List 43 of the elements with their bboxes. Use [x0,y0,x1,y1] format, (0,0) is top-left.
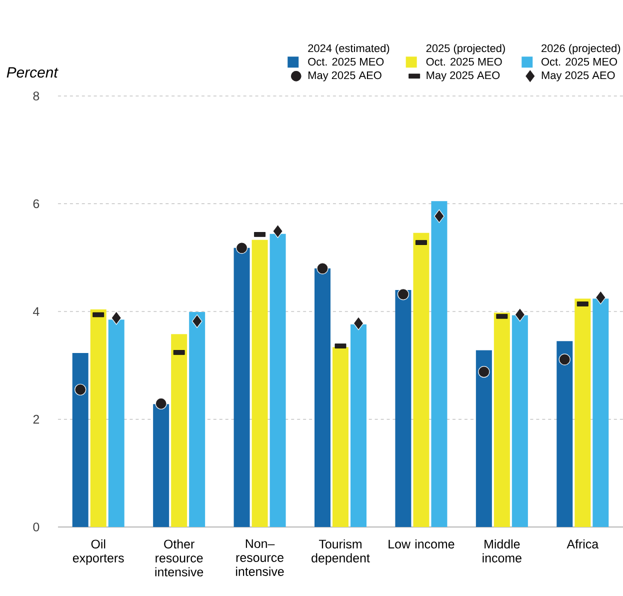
legend-label: May 2025 AEO [308,71,382,82]
bar [332,347,349,527]
bar [350,324,367,527]
x-tick-label: Other resource intensive [155,539,204,576]
x-tick-label: Oil exporters [72,539,124,565]
bar [189,312,206,527]
bar [90,309,106,527]
text: 2024 (estimated) [308,44,390,54]
bar [314,268,331,527]
y-tick-label: 8 [33,92,40,100]
legend-label: May 2025 AEO [542,71,615,82]
legend-label: Oct. 2025 MEO [308,58,384,66]
x-tick-label: Middle income [482,539,522,562]
y-tick-label: 4 [33,307,40,316]
bar [476,350,492,527]
bar [72,352,88,527]
bar [574,298,591,527]
bar [592,298,609,527]
bar [171,334,188,527]
y-tick-label: 6 [33,199,40,208]
x-tick-label: Africa [566,539,599,548]
bar [395,290,412,527]
y-tick-label: 2 [33,414,40,424]
bar [234,248,250,527]
legend-label: Oct. 2025 MEO [542,58,618,66]
text: 2025 (projected) [426,44,505,54]
bar [252,240,268,527]
x-tick-label: Low income [388,539,454,548]
text: 2026 (projected) [542,44,620,54]
legend-label: May 2025 AEO [426,71,500,82]
bar [413,232,430,527]
bar [512,315,528,527]
bar [270,234,286,527]
bar [108,320,124,527]
legend-label: Oct. 2025 MEO [426,58,502,66]
x-tick-label: Non–resource intensive [236,539,284,576]
bar [494,312,510,527]
bar [153,404,170,527]
y-axis-title: Percent [6,67,58,78]
bar [431,201,448,527]
y-tick-label: 0 [33,522,40,532]
bar [556,341,573,527]
x-tick-label: Tourism dependent [312,539,370,565]
